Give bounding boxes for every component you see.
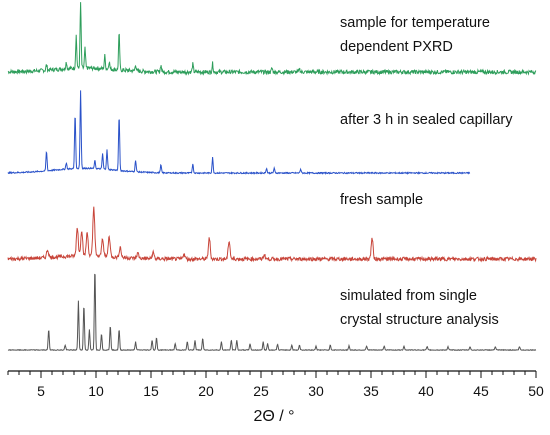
series-1-trace bbox=[7, 90, 471, 176]
series-1-label-line-1: after 3 h in sealed capillary bbox=[340, 112, 513, 128]
x-tick-label: 50 bbox=[528, 383, 544, 399]
x-tick-label: 20 bbox=[198, 383, 214, 399]
pattern-traces bbox=[7, 2, 537, 352]
series-3-trace bbox=[7, 273, 537, 352]
x-tick-label: 30 bbox=[308, 383, 324, 399]
x-tick-label: 15 bbox=[143, 383, 159, 399]
series-3-label-line-2: crystal structure analysis bbox=[340, 312, 499, 328]
series-0-label-line-1: sample for temperature bbox=[340, 15, 490, 31]
x-axis-tick-labels: 5 10 15 20 25 30 35 40 45 50 bbox=[37, 383, 544, 399]
x-tick-label: 25 bbox=[253, 383, 269, 399]
series-0-trace bbox=[7, 2, 537, 76]
x-axis-ticks bbox=[7, 371, 537, 378]
series-2-trace bbox=[7, 206, 537, 263]
series-2-label-line-1: fresh sample bbox=[340, 192, 423, 208]
x-tick-label: 45 bbox=[473, 383, 489, 399]
x-tick-label: 5 bbox=[37, 383, 45, 399]
x-tick-label: 35 bbox=[363, 383, 379, 399]
series-3-label-line-1: simulated from single bbox=[340, 288, 477, 304]
x-axis-title: 2Θ / ° bbox=[253, 408, 294, 425]
series-0-label-line-2: dependent PXRD bbox=[340, 39, 453, 55]
x-tick-label: 40 bbox=[418, 383, 434, 399]
x-tick-label: 10 bbox=[88, 383, 104, 399]
